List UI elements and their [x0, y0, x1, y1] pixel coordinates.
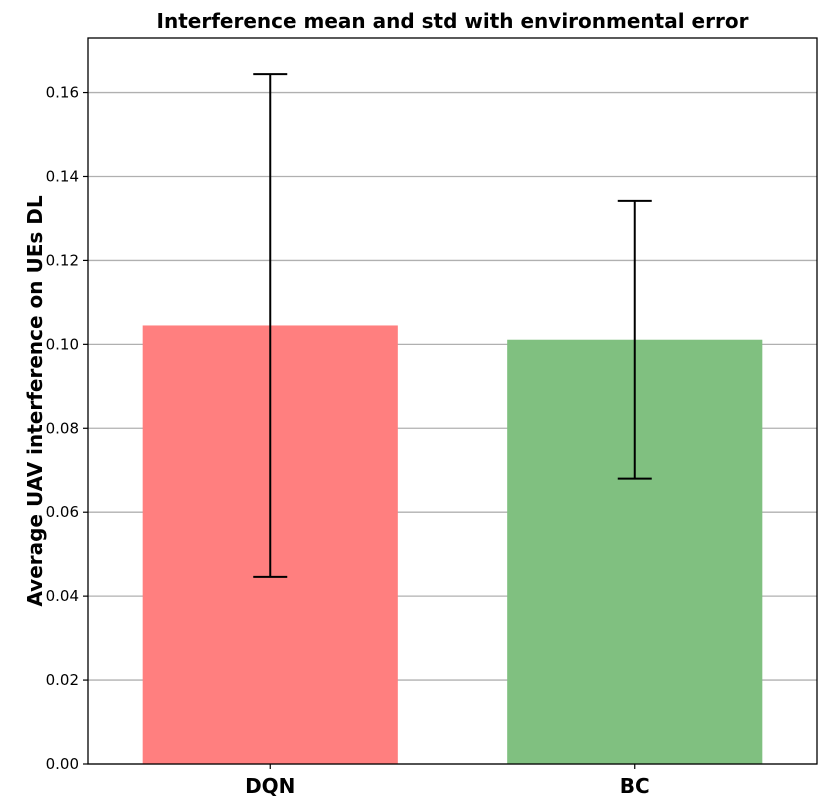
- y-tick-label: 0.16: [46, 84, 79, 102]
- error-bars: [253, 73, 652, 578]
- y-tick-label: 0.00: [46, 755, 79, 773]
- y-tick-label: 0.14: [46, 167, 79, 185]
- y-ticks: 0.00 0.02 0.04 0.06 0.08 0.10 0.12 0.14 0.16: [46, 84, 88, 773]
- chart-title: Interference mean and std with environme…: [157, 9, 749, 33]
- x-ticks: DQN BC: [245, 764, 650, 798]
- x-tick-label: BC: [620, 774, 650, 798]
- y-tick-label: 0.10: [46, 335, 79, 353]
- y-tick-label: 0.12: [46, 251, 79, 269]
- y-tick-label: 0.04: [46, 587, 79, 605]
- bars: [142, 325, 763, 764]
- y-tick-label: 0.06: [46, 503, 79, 521]
- y-tick-label: 0.02: [46, 671, 79, 689]
- y-tick-label: 0.08: [46, 419, 79, 437]
- x-tick-label: DQN: [245, 774, 295, 798]
- plot-frame: [87, 37, 818, 765]
- y-axis-label: Average UAV interference on UEs DL: [23, 195, 47, 606]
